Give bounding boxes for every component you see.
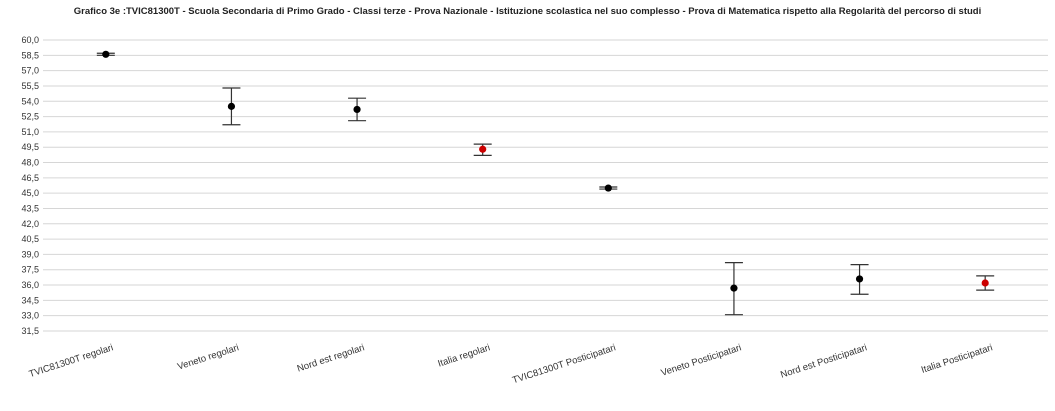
chart-title: Grafico 3e :TVIC81300T - Scuola Secondar… (73, 6, 982, 17)
y-tick-label: 34,5 (21, 295, 39, 305)
x-category-label: Italia Posticipatari (920, 342, 994, 375)
gridlines (43, 39, 1048, 332)
y-tick-label: 49,5 (21, 142, 39, 152)
y-tick-label: 33,0 (21, 311, 39, 321)
x-category-label: TVIC81300T regolari (28, 342, 115, 380)
y-tick-label: 54,0 (21, 96, 39, 106)
y-tick-label: 36,0 (21, 280, 39, 290)
data-point (855, 275, 864, 283)
y-tick-label: 52,5 (21, 112, 39, 122)
y-tick-label: 48,0 (21, 158, 39, 168)
y-tick-label: 39,0 (21, 249, 39, 259)
y-tick-label: 46,5 (21, 173, 39, 183)
y-tick-label: 58,5 (21, 50, 39, 60)
y-tick-label: 37,5 (21, 265, 39, 275)
y-tick-label: 51,0 (21, 127, 39, 137)
y-tick-label: 31,5 (21, 326, 39, 336)
y-tick-label: 55,5 (21, 81, 39, 91)
y-tick-label: 42,0 (21, 219, 39, 229)
y-tick-label: 45,0 (21, 188, 39, 198)
data-point (353, 105, 361, 114)
y-tick-label: 57,0 (21, 66, 39, 76)
x-category-label: Nord est regolari (296, 342, 366, 374)
y-tick-label: 60,0 (21, 35, 39, 45)
data-point (730, 284, 738, 292)
data-point (479, 145, 487, 153)
x-category-label: Nord est Posticipatari (779, 342, 868, 380)
y-tick-label: 43,5 (21, 203, 39, 213)
x-axis-labels: TVIC81300T regolari Veneto regolari Nord e… (28, 342, 994, 386)
y-axis-ticks: 60,0 58,5 57,0 55,5 54,0 52,5 51,0 49,5 48,0 46,5… (21, 35, 39, 336)
x-category-label: Veneto Posticipatari (660, 342, 743, 378)
x-category-label: Veneto regolari (176, 342, 240, 372)
data-point (227, 102, 236, 110)
y-tick-label: 40,5 (21, 234, 39, 244)
data-point (604, 184, 612, 192)
data-point (981, 279, 989, 287)
data-point (102, 50, 110, 58)
x-category-label: TVIC81300T Posticipatari (511, 342, 617, 386)
data-points (102, 50, 989, 292)
x-category-label: Italia regolari (436, 342, 491, 369)
